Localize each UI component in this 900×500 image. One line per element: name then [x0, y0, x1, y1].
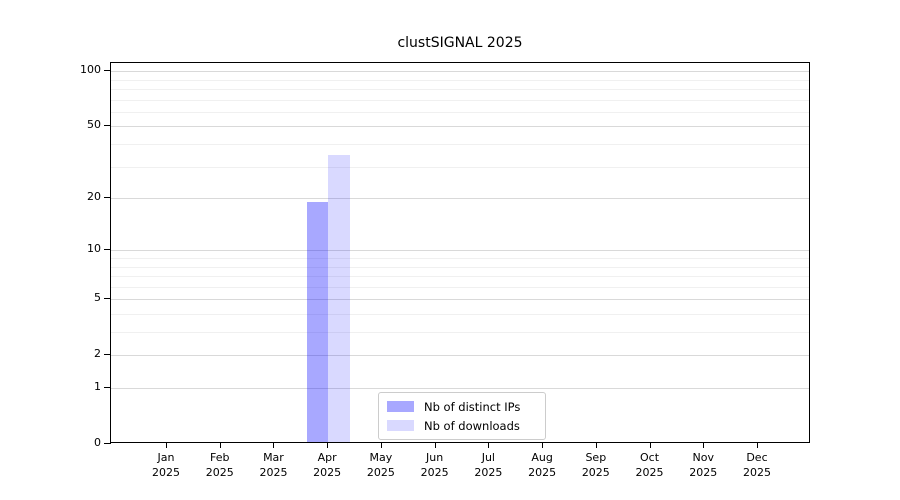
x-tick-month: Dec [746, 451, 768, 464]
gridline-major [111, 299, 809, 301]
bar-distinct-ips [306, 202, 329, 442]
gridline-minor [111, 258, 809, 259]
gridline-major [111, 126, 809, 128]
x-tick-mark [488, 443, 490, 448]
y-tick-label: 2 [94, 347, 101, 361]
chart-title: clustSIGNAL 2025 [397, 35, 523, 51]
x-tick-mark [219, 443, 221, 448]
y-tick-label: 10 [87, 242, 101, 256]
legend-swatch-distinct-ips [387, 401, 414, 412]
gridline-minor [111, 111, 809, 113]
gridline-major [111, 71, 809, 73]
legend-swatch-downloads [387, 420, 414, 431]
x-tick-mark [434, 443, 436, 448]
x-tick-month: Jul [481, 451, 495, 464]
gridline-minor [111, 276, 809, 278]
y-tick-label: 20 [87, 190, 101, 204]
legend-row-distinct-ips: Nb of distinct IPs [387, 399, 537, 414]
x-tick-year: 2025 [366, 466, 395, 479]
legend-label-distinct-ips: Nb of distinct IPs [424, 399, 521, 414]
x-tick-mark [327, 443, 329, 448]
x-tick-month: Sep [585, 451, 607, 464]
x-tick-label: May 2025 [351, 450, 411, 480]
x-tick-year: 2025 [689, 466, 718, 479]
x-tick-mark [273, 443, 275, 448]
x-tick-month: Mar [263, 451, 284, 464]
y-tick-label: 1 [94, 380, 101, 393]
x-tick-month: Nov [692, 451, 714, 464]
y-tick-mark [104, 69, 111, 71]
x-tick-year: 2025 [528, 466, 557, 479]
gridline-major [111, 388, 809, 389]
x-tick-year: 2025 [205, 466, 234, 479]
x-tick-label: Apr 2025 [297, 450, 357, 480]
x-tick-label: Jul 2025 [458, 450, 518, 480]
x-tick-month: May [369, 451, 393, 464]
x-tick-year: 2025 [313, 466, 342, 479]
x-tick-label: Mar 2025 [243, 450, 303, 480]
y-tick-label: 50 [87, 118, 101, 132]
x-tick-label: Aug 2025 [512, 450, 572, 480]
y-tick-mark [104, 124, 111, 126]
y-tick-label: 100 [80, 63, 101, 77]
x-tick-year: 2025 [259, 466, 288, 479]
x-tick-month: Oct [640, 451, 660, 464]
x-tick-month: Feb [209, 451, 230, 464]
x-tick-label: Jan 2025 [136, 450, 196, 480]
x-tick-month: Aug [531, 451, 553, 464]
x-tick-year: 2025 [581, 466, 610, 479]
gridline-minor [111, 99, 809, 101]
x-tick-month: Apr [317, 451, 337, 464]
x-tick-month: Jan [157, 451, 175, 464]
gridline-minor [111, 313, 809, 315]
x-tick-mark [595, 443, 597, 448]
gridline-minor [111, 79, 809, 81]
gridline-minor [111, 144, 809, 146]
y-tick-mark [104, 386, 111, 388]
x-tick-label: Oct 2025 [620, 450, 680, 480]
gridline-major [111, 355, 809, 357]
x-tick-year: 2025 [474, 466, 503, 479]
plot-area: Nb of distinct IPs Nb of downloads [110, 62, 810, 443]
x-tick-mark [380, 443, 382, 448]
y-tick-mark [104, 196, 111, 198]
x-tick-mark [756, 443, 758, 448]
x-tick-year: 2025 [742, 466, 771, 479]
gridline-minor [111, 266, 809, 268]
x-tick-year: 2025 [152, 466, 180, 479]
x-tick-mark [166, 443, 167, 448]
x-tick-label: Jun 2025 [405, 450, 465, 480]
gridline-minor [111, 166, 809, 168]
legend-row-downloads: Nb of downloads [387, 418, 537, 433]
x-tick-year: 2025 [420, 466, 449, 479]
x-tick-mark [649, 443, 651, 448]
x-tick-label: Sep 2025 [566, 450, 626, 480]
legend-label-downloads: Nb of downloads [424, 418, 520, 433]
y-tick-mark [104, 353, 111, 355]
y-tick-mark [104, 297, 111, 299]
x-tick-mark [703, 443, 705, 448]
y-tick-mark [104, 248, 111, 250]
y-tick-mark [104, 442, 111, 444]
x-tick-label: Feb 2025 [190, 450, 250, 480]
x-tick-year: 2025 [635, 466, 664, 479]
gridline-minor [111, 332, 809, 334]
bar-downloads [328, 154, 350, 442]
gridline-major [111, 198, 809, 200]
legend: Nb of distinct IPs Nb of downloads [378, 392, 546, 440]
gridline-minor [111, 89, 809, 91]
x-tick-mark [542, 443, 544, 448]
gridline-major [111, 250, 809, 252]
gridline-minor [111, 286, 809, 288]
x-tick-label: Dec 2025 [727, 450, 787, 480]
x-tick-label: Nov 2025 [673, 450, 733, 480]
x-tick-month: Jun [426, 451, 444, 464]
y-tick-label: 5 [94, 291, 101, 305]
y-tick-label: 0 [94, 436, 101, 449]
